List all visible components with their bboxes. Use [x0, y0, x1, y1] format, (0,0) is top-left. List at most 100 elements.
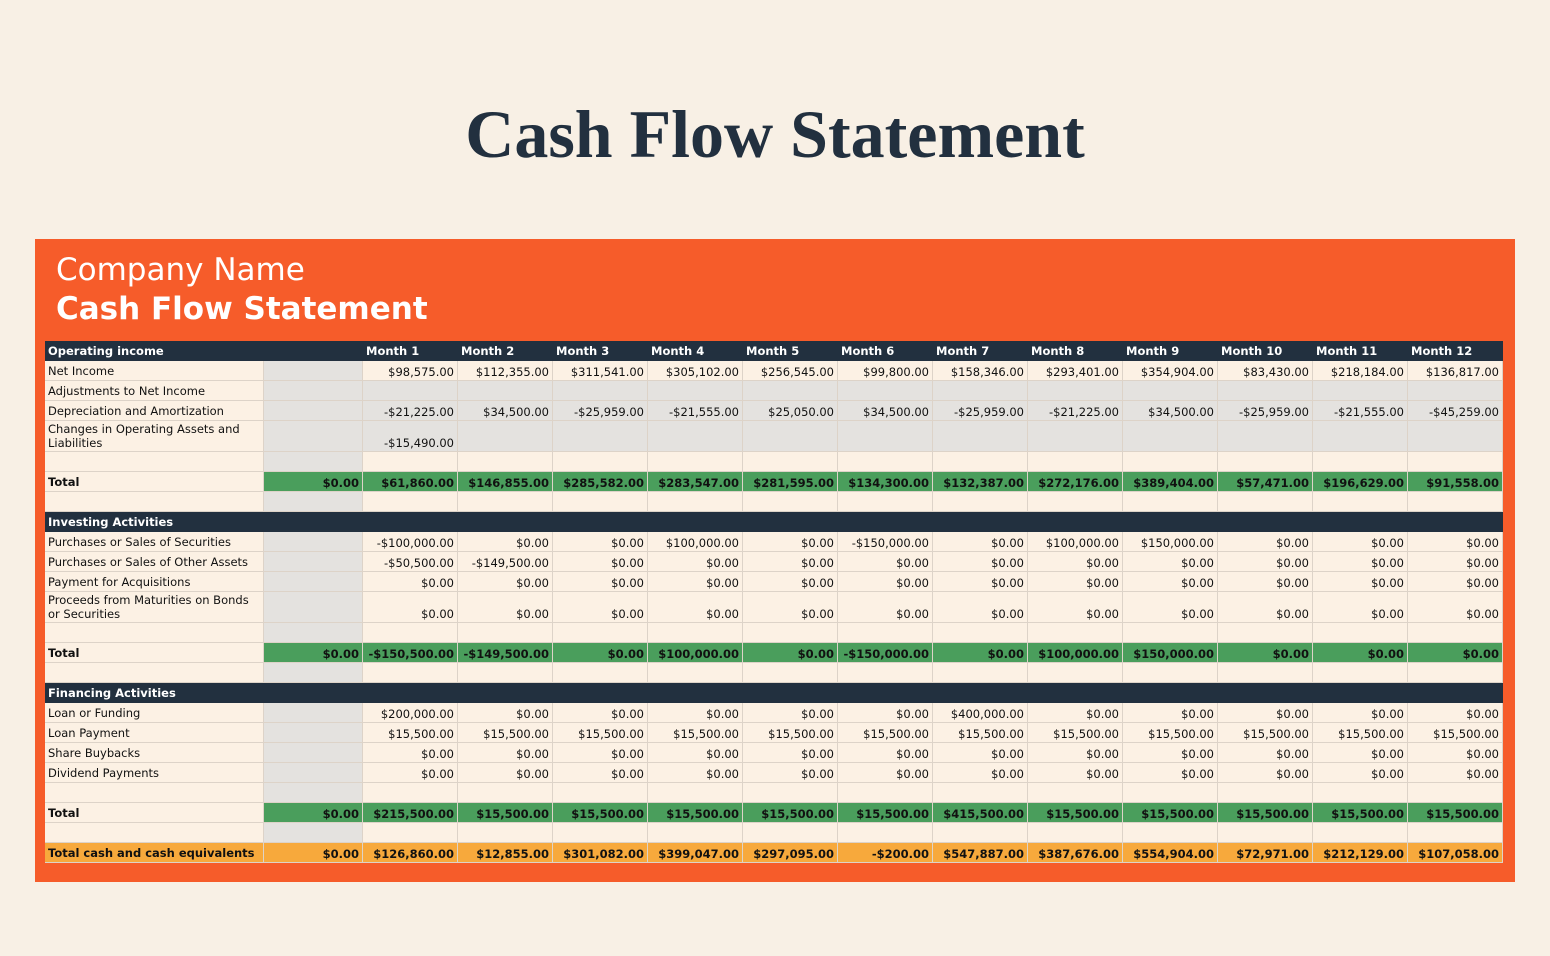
- empty-cell: [1028, 623, 1123, 643]
- empty-cell: [1313, 421, 1408, 452]
- empty-cell: [553, 492, 648, 512]
- empty-cell: [458, 452, 553, 472]
- value-cell: $15,500.00: [1028, 723, 1123, 743]
- empty-cell: [458, 421, 553, 452]
- total-cell: $100,000.00: [648, 643, 743, 663]
- value-cell: $100,000.00: [648, 532, 743, 552]
- value-cell: $0.00: [933, 592, 1028, 623]
- empty-cell: [838, 452, 933, 472]
- header-cell: [264, 341, 363, 361]
- value-cell: $25,050.00: [743, 401, 838, 421]
- value-cell: $0.00: [1218, 572, 1313, 592]
- total-cell: $301,082.00: [553, 843, 648, 863]
- value-cell: $0.00: [1123, 592, 1218, 623]
- empty-cell: [1028, 783, 1123, 803]
- empty-cell: [264, 361, 363, 381]
- value-cell: $15,500.00: [458, 723, 553, 743]
- empty-cell: [1218, 421, 1313, 452]
- value-cell: -$25,959.00: [933, 401, 1028, 421]
- total-cell: $15,500.00: [743, 803, 838, 823]
- value-cell: $0.00: [363, 572, 458, 592]
- total-cell: $0.00: [933, 643, 1028, 663]
- empty-cell: [1123, 452, 1218, 472]
- value-cell: $0.00: [1218, 703, 1313, 723]
- value-cell: $0.00: [933, 552, 1028, 572]
- total-cell: $0.00: [1313, 643, 1408, 663]
- header-cell: [264, 512, 363, 532]
- value-cell: $0.00: [1313, 532, 1408, 552]
- total-cell: $215,500.00: [363, 803, 458, 823]
- value-cell: $0.00: [933, 763, 1028, 783]
- value-cell: $0.00: [553, 743, 648, 763]
- header-cell: [933, 512, 1028, 532]
- value-cell: $0.00: [1313, 592, 1408, 623]
- total-cell: $15,500.00: [458, 803, 553, 823]
- empty-cell: [264, 552, 363, 572]
- value-cell: $0.00: [1408, 532, 1503, 552]
- value-cell: -$45,259.00: [1408, 401, 1503, 421]
- value-cell: $34,500.00: [1123, 401, 1218, 421]
- empty-cell: [264, 421, 363, 452]
- empty-cell: [45, 452, 264, 472]
- empty-cell: [1218, 623, 1313, 643]
- value-cell: $305,102.00: [648, 361, 743, 381]
- empty-cell: [45, 823, 264, 843]
- empty-cell: [553, 421, 648, 452]
- empty-cell: [1218, 381, 1313, 401]
- empty-cell: [1028, 421, 1123, 452]
- empty-cell: [45, 783, 264, 803]
- empty-cell: [743, 623, 838, 643]
- empty-cell: [264, 492, 363, 512]
- empty-cell: [1028, 492, 1123, 512]
- value-cell: $15,500.00: [1123, 723, 1218, 743]
- value-cell: $15,500.00: [363, 723, 458, 743]
- empty-cell: [1218, 823, 1313, 843]
- value-cell: -$150,000.00: [838, 532, 933, 552]
- empty-cell: [933, 663, 1028, 683]
- empty-cell: [933, 623, 1028, 643]
- value-cell: $0.00: [553, 763, 648, 783]
- header-cell: [1408, 683, 1503, 703]
- value-cell: $0.00: [838, 743, 933, 763]
- empty-cell: [1028, 452, 1123, 472]
- total-cell: $15,500.00: [553, 803, 648, 823]
- value-cell: $0.00: [1028, 703, 1123, 723]
- value-cell: $0.00: [1028, 763, 1123, 783]
- value-cell: $0.00: [838, 703, 933, 723]
- empty-cell: [1028, 381, 1123, 401]
- empty-cell: [45, 492, 264, 512]
- empty-cell: [1408, 823, 1503, 843]
- empty-cell: [743, 421, 838, 452]
- value-cell: $0.00: [1313, 703, 1408, 723]
- month-header: Month 11: [1313, 341, 1408, 361]
- value-cell: $0.00: [1408, 572, 1503, 592]
- total-cell: $415,500.00: [933, 803, 1028, 823]
- value-cell: $0.00: [458, 592, 553, 623]
- empty-cell: [648, 492, 743, 512]
- statement-title: Cash Flow Statement: [56, 291, 428, 327]
- value-cell: $15,500.00: [1408, 723, 1503, 743]
- total-cell: $15,500.00: [838, 803, 933, 823]
- empty-cell: [648, 381, 743, 401]
- value-cell: $218,184.00: [1313, 361, 1408, 381]
- total-cell: $0.00: [743, 643, 838, 663]
- row-label: Dividend Payments: [45, 763, 264, 783]
- row-label: Purchases or Sales of Securities: [45, 532, 264, 552]
- value-cell: $0.00: [553, 592, 648, 623]
- empty-cell: [45, 623, 264, 643]
- empty-cell: [933, 381, 1028, 401]
- row-label: Payment for Acquisitions: [45, 572, 264, 592]
- value-cell: -$100,000.00: [363, 532, 458, 552]
- empty-cell: [264, 592, 363, 623]
- empty-cell: [933, 823, 1028, 843]
- empty-cell: [838, 421, 933, 452]
- empty-cell: [553, 663, 648, 683]
- month-header: Month 8: [1028, 341, 1123, 361]
- value-cell: $0.00: [553, 703, 648, 723]
- empty-cell: [1123, 421, 1218, 452]
- row-label: Share Buybacks: [45, 743, 264, 763]
- value-cell: $0.00: [1123, 703, 1218, 723]
- empty-cell: [553, 783, 648, 803]
- header-cell: [553, 512, 648, 532]
